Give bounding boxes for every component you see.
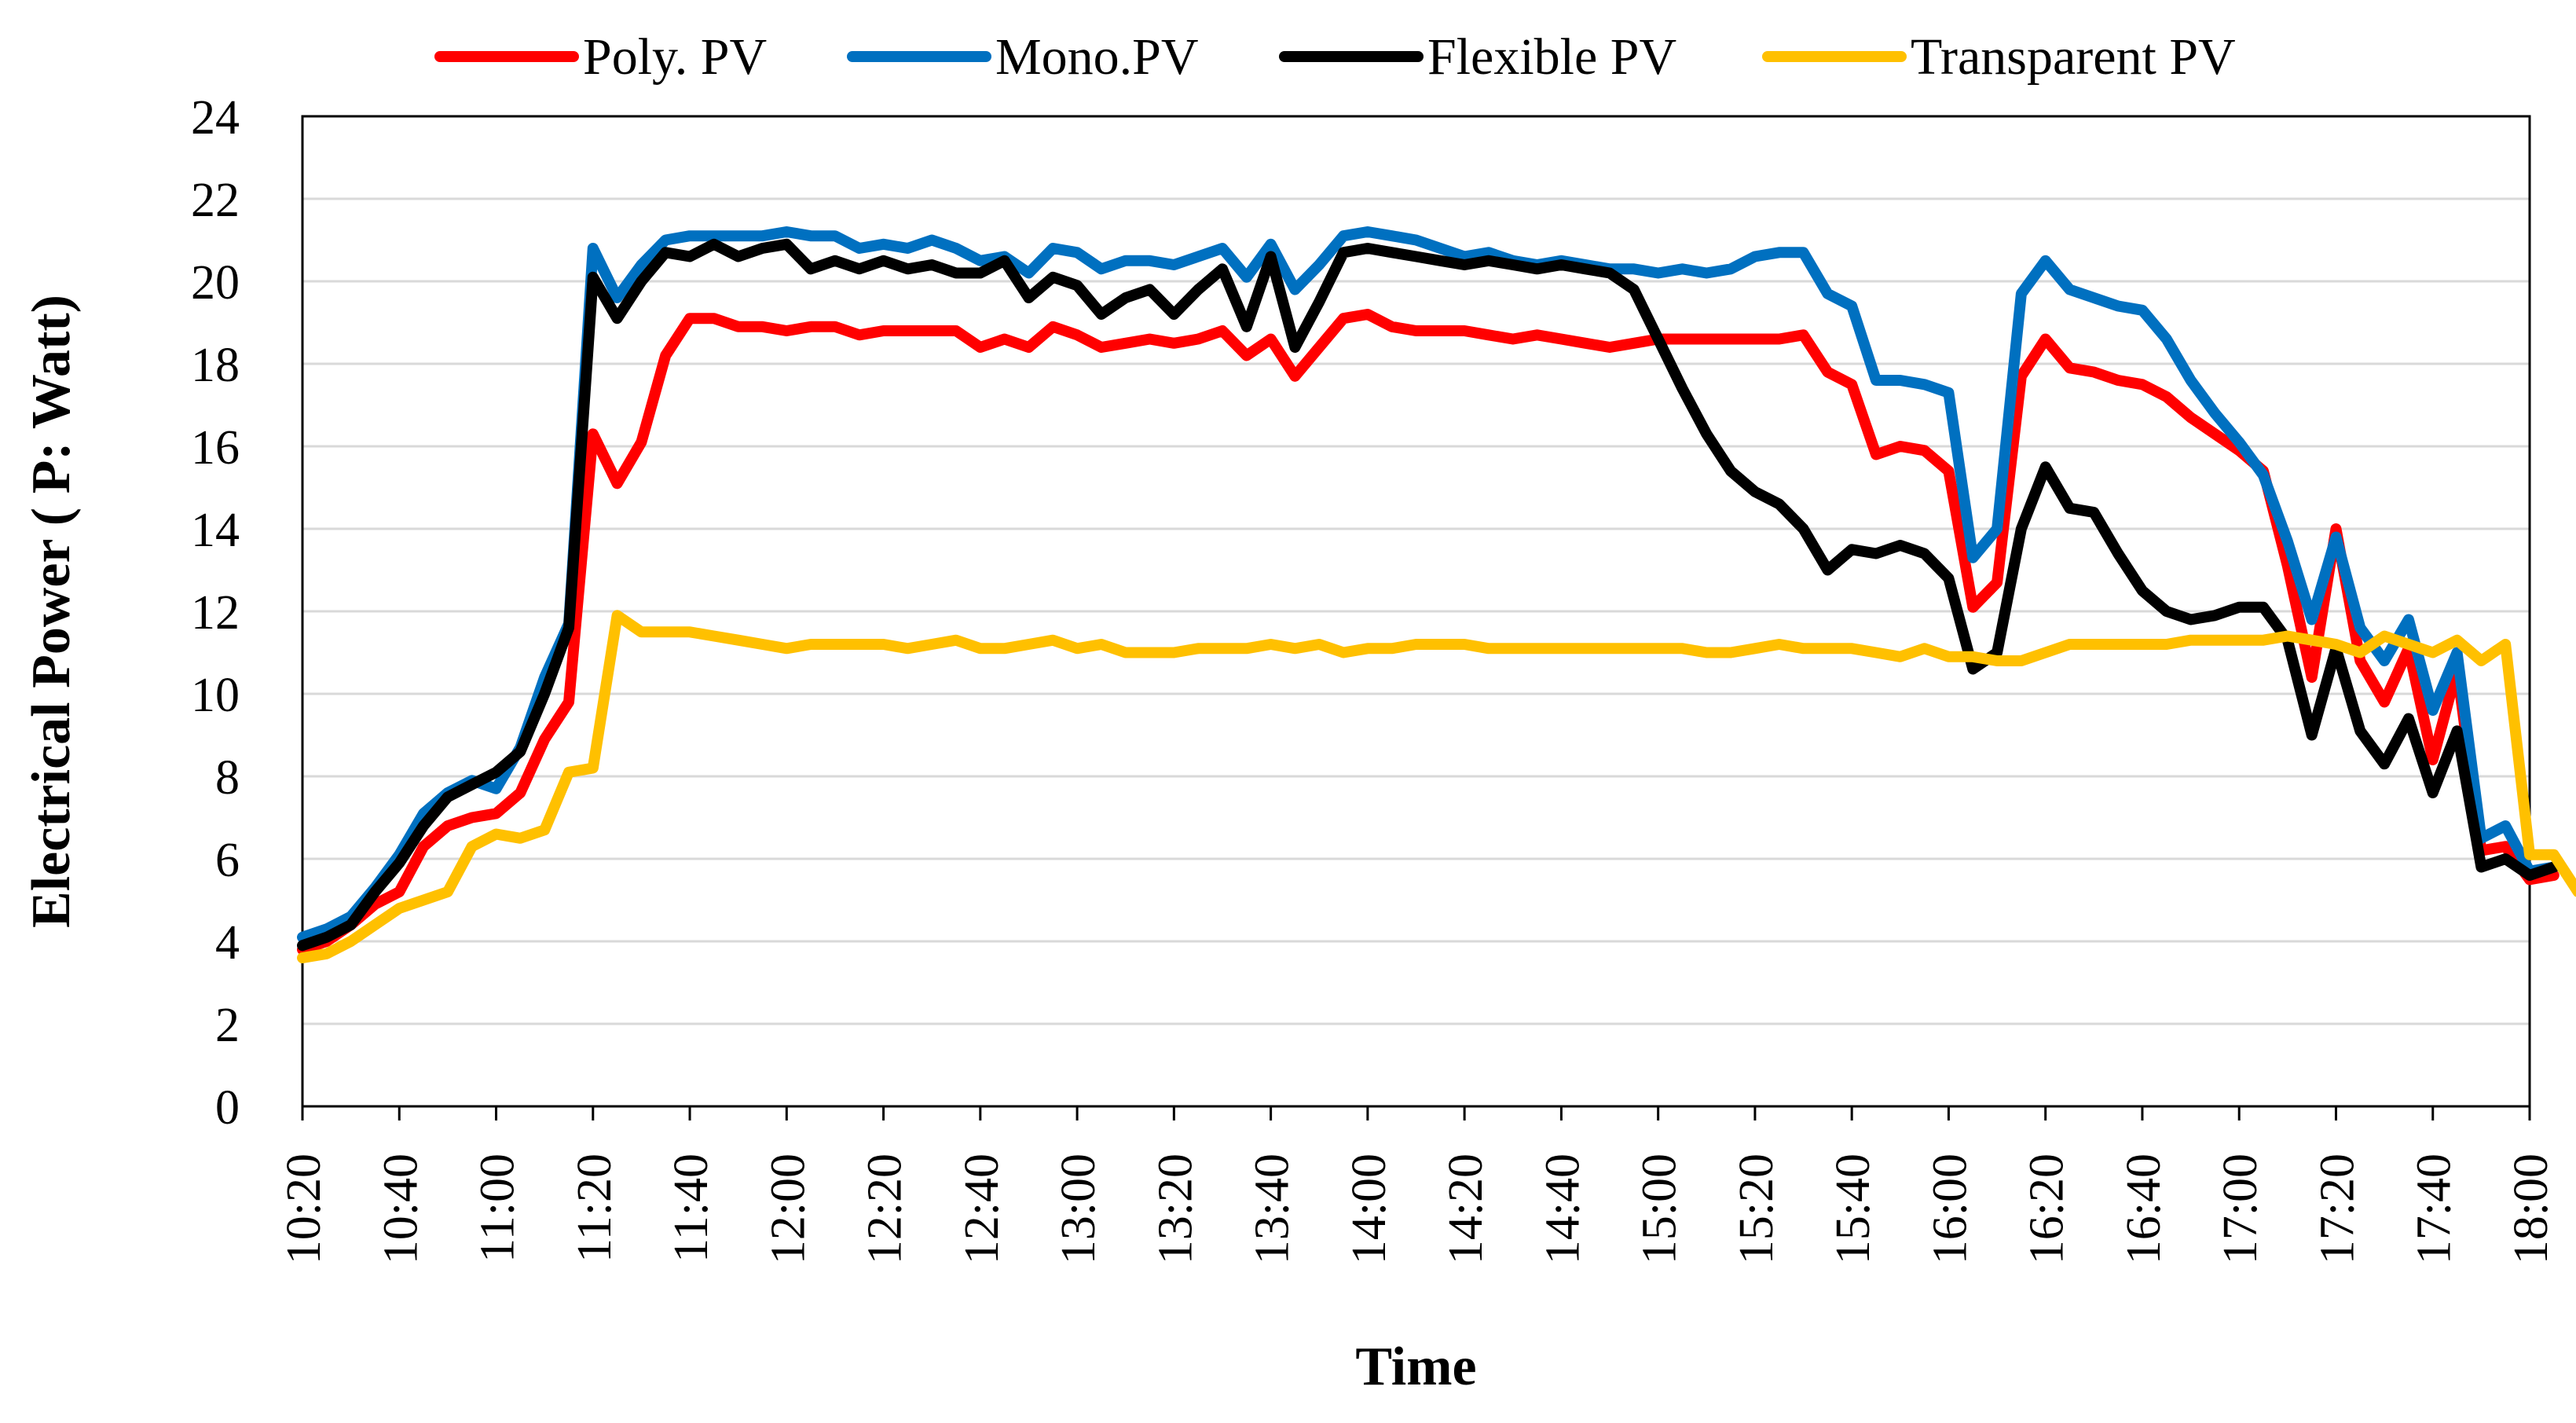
x-tick-label: 15:20 xyxy=(1730,1153,1783,1264)
y-tick-label: 2 xyxy=(215,999,240,1052)
series-line-poly-pv xyxy=(297,309,2560,955)
y-axis-title: Electrical Power ( P: Watt) xyxy=(21,295,82,928)
legend: Poly. PV Mono.PV Flexible PV Transparent PV xyxy=(434,28,2236,86)
legend-label-flexible-pv: Flexible PV xyxy=(1427,28,1676,86)
y-tick-label: 12 xyxy=(191,586,240,640)
y-tick-label: 0 xyxy=(215,1081,240,1135)
x-tick-label: 13:00 xyxy=(1052,1153,1105,1264)
x-tick-label: 11:00 xyxy=(471,1153,525,1263)
x-tick-label: 11:20 xyxy=(568,1153,621,1263)
x-tick-label: 14:00 xyxy=(1343,1153,1396,1264)
y-tick-label: 24 xyxy=(191,91,240,145)
y-tick-label: 16 xyxy=(191,421,240,475)
x-tick-label: 12:20 xyxy=(859,1153,912,1264)
x-tick-label: 17:00 xyxy=(2214,1153,2267,1264)
x-tick-label: 15:40 xyxy=(1827,1153,1880,1264)
x-tick-label: 16:20 xyxy=(2021,1153,2074,1264)
x-tick-label: 12:40 xyxy=(955,1153,1009,1264)
legend-label-mono-pv: Mono.PV xyxy=(995,28,1199,86)
legend-label-transparent-pv: Transparent PV xyxy=(1911,28,2236,86)
x-tick-label: 12:00 xyxy=(761,1153,815,1264)
x-axis-title: Time xyxy=(1355,1337,1476,1397)
x-tick-label: 14:40 xyxy=(1536,1153,1589,1264)
x-tick-label: 17:20 xyxy=(2310,1153,2364,1264)
y-tick-label: 18 xyxy=(191,339,240,392)
y-tick-label: 22 xyxy=(191,174,240,227)
x-tick-label: 10:40 xyxy=(374,1153,427,1264)
y-tick-label: 4 xyxy=(215,916,240,970)
x-tick-label: 11:40 xyxy=(665,1153,718,1263)
x-tick-label: 16:40 xyxy=(2117,1153,2171,1264)
series-line-mono-pv xyxy=(297,226,2560,943)
x-tick-label: 16:00 xyxy=(1923,1153,1977,1264)
x-tick-label: 13:40 xyxy=(1246,1153,1299,1264)
gridlines xyxy=(302,197,2530,1025)
y-tick-label: 20 xyxy=(191,256,240,310)
x-tick-label: 15:00 xyxy=(1633,1153,1687,1264)
x-tick-label: 17:40 xyxy=(2408,1153,2461,1264)
y-tick-label: 14 xyxy=(191,504,240,557)
y-tick-label: 10 xyxy=(191,669,240,722)
y-tick-label: 6 xyxy=(215,834,240,887)
x-axis-ticks: 10:20 10:40 11:00 11:20 11:40 12:00 12:20 12:40… xyxy=(277,1106,2558,1264)
x-tick-label: 14:20 xyxy=(1439,1153,1493,1264)
series-line-transparent-pv xyxy=(297,610,2576,963)
x-tick-label: 18:00 xyxy=(2505,1153,2558,1264)
plot-area-frame xyxy=(301,115,2531,1108)
x-tick-label: 13:20 xyxy=(1149,1153,1202,1264)
y-tick-label: 8 xyxy=(215,751,240,805)
x-tick-label: 10:20 xyxy=(277,1153,331,1264)
legend-label-poly-pv: Poly. PV xyxy=(583,28,767,86)
series-lines xyxy=(297,226,2576,963)
series-line-flexible-pv xyxy=(297,238,2560,952)
